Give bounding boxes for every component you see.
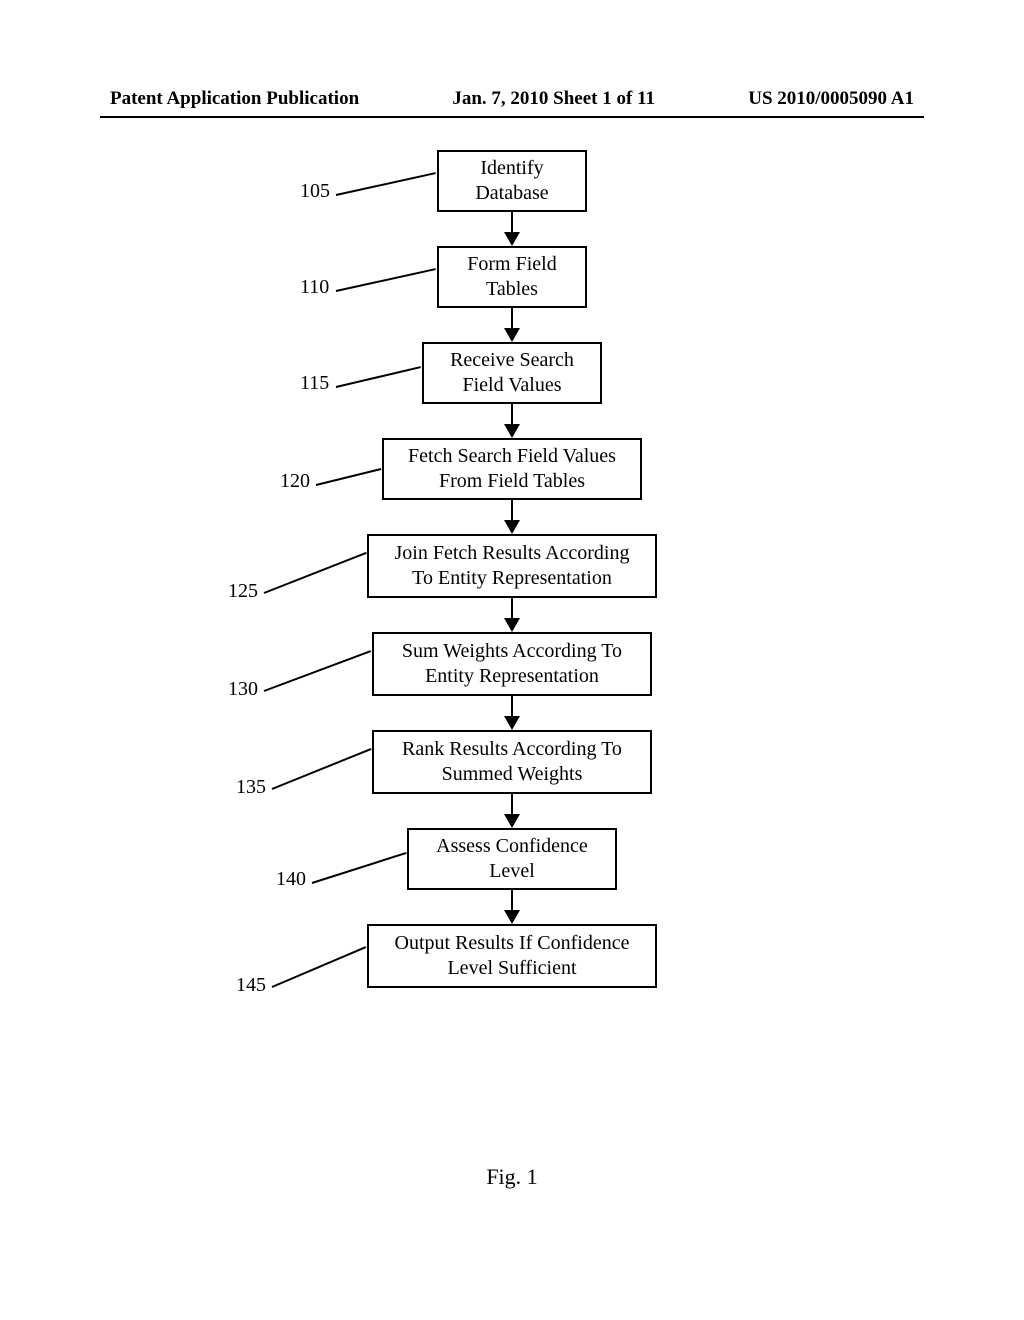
arrow-head-140-145 [504,910,520,924]
arrow-line-110-115 [511,308,513,330]
flow-ref-145: 145 [236,974,266,997]
arrow-line-140-145 [511,890,513,912]
arrow-head-105-110 [504,232,520,246]
header-divider [100,116,924,118]
flow-ref-140: 140 [276,868,306,891]
header-center: Jan. 7, 2010 Sheet 1 of 11 [452,88,655,110]
arrow-line-135-140 [511,794,513,816]
flow-node-105: IdentifyDatabase [437,150,587,212]
leader-line-135 [272,748,372,790]
leader-line-110 [336,268,436,292]
figure-caption: Fig. 1 [0,1164,1024,1190]
leader-line-115 [336,366,421,388]
page-header: Patent Application Publication Jan. 7, 2… [0,88,1024,110]
arrow-head-120-125 [504,520,520,534]
flow-ref-135: 135 [236,776,266,799]
arrow-head-110-115 [504,328,520,342]
flow-ref-115: 115 [300,372,329,395]
leader-line-125 [264,552,367,594]
flow-ref-125: 125 [228,580,258,603]
flow-node-140: Assess ConfidenceLevel [407,828,617,890]
arrow-line-120-125 [511,500,513,522]
flow-node-110: Form FieldTables [437,246,587,308]
flow-node-120: Fetch Search Field ValuesFrom Field Tabl… [382,438,642,500]
arrow-head-115-120 [504,424,520,438]
flow-ref-130: 130 [228,678,258,701]
flow-node-145: Output Results If ConfidenceLevel Suffic… [367,924,657,988]
flow-node-115: Receive SearchField Values [422,342,602,404]
arrow-line-130-135 [511,696,513,718]
arrow-head-135-140 [504,814,520,828]
arrow-line-125-130 [511,598,513,620]
flow-ref-110: 110 [300,276,329,299]
flow-ref-120: 120 [280,470,310,493]
arrow-head-130-135 [504,716,520,730]
arrow-line-115-120 [511,404,513,426]
flow-ref-105: 105 [300,180,330,203]
leader-line-140 [312,852,407,884]
flow-node-135: Rank Results According ToSummed Weights [372,730,652,794]
leader-line-105 [336,172,436,196]
leader-line-130 [264,650,372,692]
arrow-head-125-130 [504,618,520,632]
leader-line-145 [272,946,367,988]
arrow-line-105-110 [511,212,513,234]
header-right: US 2010/0005090 A1 [748,88,914,110]
flow-node-130: Sum Weights According ToEntity Represent… [372,632,652,696]
header-left: Patent Application Publication [110,88,359,110]
leader-line-120 [316,468,381,486]
flow-node-125: Join Fetch Results AccordingTo Entity Re… [367,534,657,598]
